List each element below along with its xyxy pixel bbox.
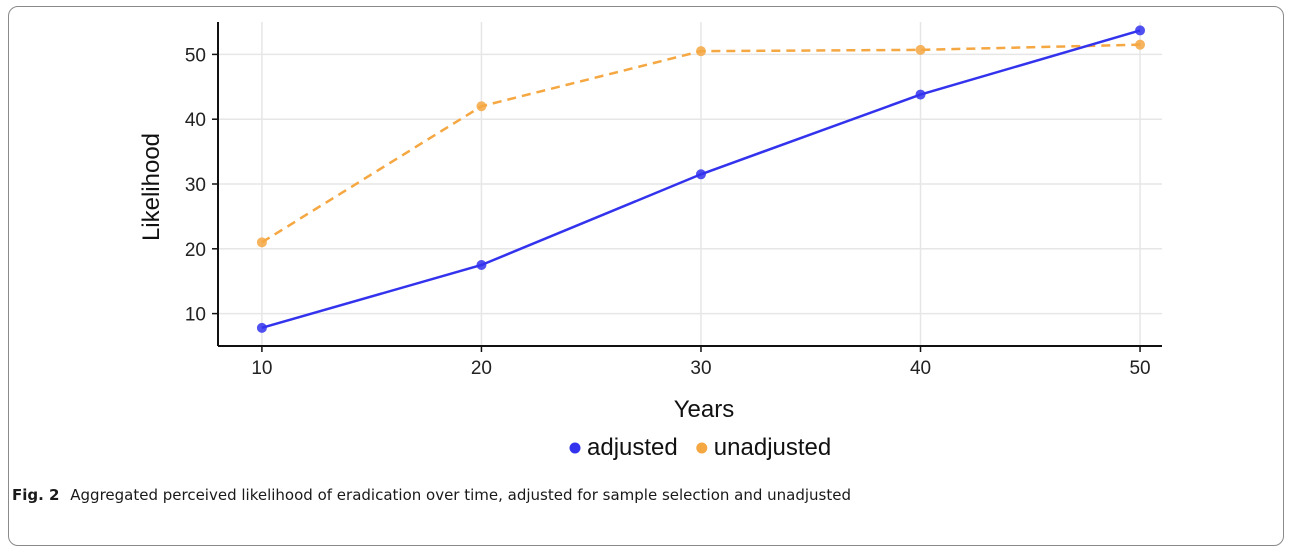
- data-point-adjusted: [695, 169, 706, 180]
- y-tick-label: 10: [185, 305, 206, 326]
- x-axis-label: Years: [674, 396, 735, 423]
- legend-marker-unadjusted: [696, 442, 708, 454]
- data-point-unadjusted: [256, 237, 267, 248]
- data-point-unadjusted: [476, 101, 487, 112]
- y-tick-label: 40: [185, 110, 206, 131]
- x-tick-label: 50: [1129, 358, 1150, 379]
- data-point-unadjusted: [695, 46, 706, 57]
- legend-label-adjusted: adjusted: [587, 434, 678, 461]
- y-tick-label: 30: [185, 175, 206, 196]
- caption-label: Fig. 2: [12, 486, 60, 504]
- x-tick-label: 30: [690, 358, 711, 379]
- data-point-adjusted: [915, 89, 926, 100]
- data-point-adjusted: [256, 322, 267, 333]
- x-tick-label: 40: [910, 358, 931, 379]
- y-axis-label: Likelihood: [138, 133, 165, 241]
- y-tick-label: 50: [185, 45, 206, 66]
- axes: [212, 22, 1162, 352]
- tick-labels: 10 20 30 40 50 10 20 30 40 50: [185, 45, 1151, 379]
- legend-label-unadjusted: unadjusted: [714, 434, 831, 461]
- data-point-unadjusted: [915, 44, 926, 55]
- caption-text: Aggregated perceived likelihood of eradi…: [70, 486, 851, 504]
- figure-caption: Fig. 2 Aggregated perceived likelihood o…: [12, 486, 851, 504]
- line-chart: 10 20 30 40 50 10 20 30 40 50 Years Likelihood ad…: [138, 22, 1162, 461]
- data-point-unadjusted: [1135, 39, 1146, 50]
- data-point-adjusted: [1135, 25, 1146, 36]
- grid-lines: [218, 22, 1162, 346]
- data-point-adjusted: [476, 260, 487, 270]
- x-tick-label: 20: [471, 358, 492, 379]
- legend: adjusted unadjusted: [569, 434, 831, 461]
- x-tick-label: 10: [251, 358, 272, 379]
- y-tick-label: 20: [185, 240, 206, 261]
- legend-marker-adjusted: [569, 442, 581, 454]
- series-layer: [256, 25, 1146, 333]
